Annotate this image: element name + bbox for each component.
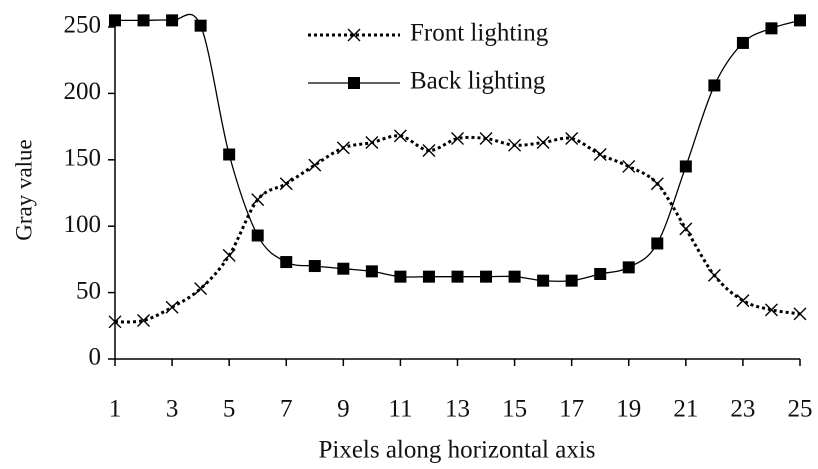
- marker-square: [594, 268, 607, 281]
- marker-x: [565, 132, 579, 146]
- x-tick-label: 17: [559, 396, 584, 423]
- x-tick-label: 19: [616, 396, 641, 423]
- marker-x: [650, 177, 664, 191]
- y-axis-label: Gray value: [11, 139, 36, 241]
- marker-square: [565, 274, 578, 287]
- x-tick-label: 1: [109, 396, 122, 423]
- marker-square: [251, 229, 264, 242]
- marker-square: [679, 160, 692, 173]
- marker-square: [451, 270, 464, 283]
- marker-x: [393, 129, 407, 143]
- marker-square: [166, 14, 179, 27]
- x-tick-label: 9: [337, 396, 350, 423]
- marker-x: [279, 177, 293, 191]
- marker-square: [622, 261, 635, 274]
- marker-square: [708, 79, 721, 92]
- x-tick-label: 13: [445, 396, 470, 423]
- y-tick-label: 100: [64, 211, 102, 238]
- marker-x: [679, 222, 693, 236]
- x-tick-label: 25: [788, 396, 813, 423]
- marker-x: [536, 136, 550, 150]
- marker-square: [480, 270, 493, 283]
- x-tick-label: 3: [166, 396, 179, 423]
- marker-x: [707, 268, 721, 282]
- marker-square: [794, 14, 806, 27]
- marker-x: [764, 303, 778, 317]
- marker-x: [308, 158, 322, 172]
- marker-square: [508, 270, 521, 283]
- y-tick-label: 50: [76, 277, 101, 304]
- x-tick-label: 15: [502, 396, 527, 423]
- legend-marker: [347, 28, 361, 42]
- marker-x: [479, 132, 493, 146]
- marker-x: [451, 132, 464, 146]
- marker-square: [194, 19, 207, 32]
- marker-x: [165, 300, 179, 314]
- x-tick-label: 11: [388, 396, 412, 423]
- series-line: [115, 13, 801, 282]
- marker-x: [336, 141, 350, 155]
- marker-square: [308, 260, 321, 273]
- marker-x: [251, 193, 265, 207]
- legend-label: Back lighting: [410, 68, 546, 95]
- marker-square: [651, 237, 664, 250]
- y-tick-label: 250: [64, 12, 102, 39]
- marker-x: [622, 159, 636, 173]
- legend-marker: [348, 77, 360, 89]
- marker-square: [365, 265, 378, 278]
- marker-x: [194, 282, 208, 296]
- marker-square: [736, 36, 749, 49]
- marker-x: [422, 144, 436, 157]
- y-tick-label: 150: [64, 145, 102, 172]
- x-tick-label: 21: [673, 396, 698, 423]
- marker-square: [137, 14, 150, 27]
- marker-x: [508, 138, 522, 152]
- x-tick-label: 5: [223, 396, 236, 423]
- x-tick-label: 7: [280, 396, 293, 423]
- y-tick-label: 200: [64, 78, 102, 105]
- marker-square: [422, 270, 435, 283]
- marker-square: [765, 22, 778, 35]
- x-tick-label: 23: [730, 396, 755, 423]
- marker-square: [337, 262, 350, 275]
- marker-square: [537, 274, 550, 287]
- marker-square: [223, 148, 236, 161]
- marker-square: [280, 256, 293, 269]
- marker-x: [365, 136, 379, 150]
- series-line: [114, 134, 801, 324]
- marker-x: [593, 147, 607, 161]
- marker-x: [793, 307, 807, 321]
- x-axis-label: Pixels along horizontal axis: [318, 437, 595, 464]
- marker-x: [222, 248, 236, 262]
- y-tick-label: 0: [89, 344, 102, 371]
- marker-x: [137, 313, 151, 327]
- legend-label: Front lighting: [410, 20, 549, 47]
- marker-square: [394, 270, 407, 283]
- marker-x: [736, 294, 750, 308]
- marker-x: [108, 315, 122, 329]
- marker-square: [109, 14, 121, 27]
